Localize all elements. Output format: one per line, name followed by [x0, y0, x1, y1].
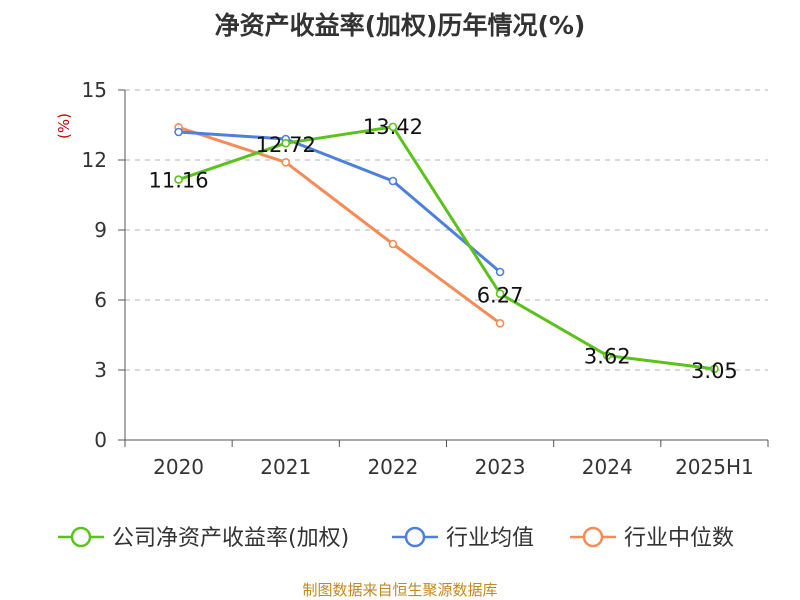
data-point [174, 127, 183, 137]
x-tick-label: 2021 [260, 455, 311, 479]
y-tick-label: 0 [94, 428, 107, 452]
axes [118, 89, 769, 447]
data-point [388, 239, 398, 249]
grid-lines [125, 89, 768, 371]
data-point [281, 138, 291, 148]
data-label: 11.16 [149, 169, 209, 193]
data-label: 12.72 [256, 133, 316, 157]
series-line [178, 130, 502, 274]
data-label: 3.62 [584, 345, 631, 369]
x-tick-label: 2022 [367, 455, 418, 479]
data-point [281, 158, 291, 167]
series-2 [174, 123, 505, 328]
legend-label: 行业均值 [446, 526, 534, 551]
series-line [178, 125, 715, 371]
series-1 [174, 127, 505, 277]
data-labels: 11.16 12.72 13.42 6.27 3.62 3.05 [149, 115, 738, 383]
legend-item: 行业均值 [392, 526, 534, 551]
y-unit-label: (%) [55, 113, 73, 139]
series-lines [174, 122, 719, 374]
legend-marker-icon [404, 526, 426, 548]
data-point [495, 267, 505, 277]
x-tick-label: 2023 [475, 455, 526, 479]
y-tick-label: 6 [94, 288, 107, 312]
legend-label: 行业中位数 [624, 526, 734, 551]
series-line [178, 125, 501, 325]
legend-label: 公司净资产收益率(加权) [112, 526, 349, 551]
series-0 [174, 122, 719, 374]
data-point [388, 176, 398, 186]
data-label: 3.05 [691, 359, 738, 383]
data-label: 13.42 [363, 115, 423, 139]
x-tick-label: 2025H1 [675, 455, 754, 479]
legend-item: 行业中位数 [570, 526, 734, 551]
x-tick-label: 2020 [153, 455, 204, 479]
x-tick-labels: 2020 2021 2022 2023 2024 2025H1 [153, 455, 754, 479]
data-point [495, 289, 505, 299]
source-note: 制图数据来自恒生聚源数据库 [302, 581, 497, 599]
data-label: 6.27 [477, 284, 524, 308]
data-point [174, 175, 183, 184]
y-tick-label: 3 [94, 358, 107, 382]
legend-marker-icon [582, 526, 604, 548]
chart-title: 净资产收益率(加权)历年情况(%) [215, 11, 586, 40]
y-tick-label: 9 [94, 218, 107, 242]
y-tick-label: 15 [82, 78, 107, 102]
y-tick-label: 12 [82, 148, 107, 172]
data-point [388, 122, 398, 132]
data-point [602, 351, 612, 360]
legend-marker-icon [70, 526, 92, 548]
y-tick-labels: 0 3 6 9 12 15 [82, 78, 107, 452]
x-tick-label: 2024 [582, 455, 633, 479]
legend: 公司净资产收益率(加权) 行业均值 行业中位数 [58, 526, 734, 551]
legend-item: 公司净资产收益率(加权) [58, 526, 349, 551]
data-point [710, 364, 719, 374]
data-point [495, 319, 505, 328]
